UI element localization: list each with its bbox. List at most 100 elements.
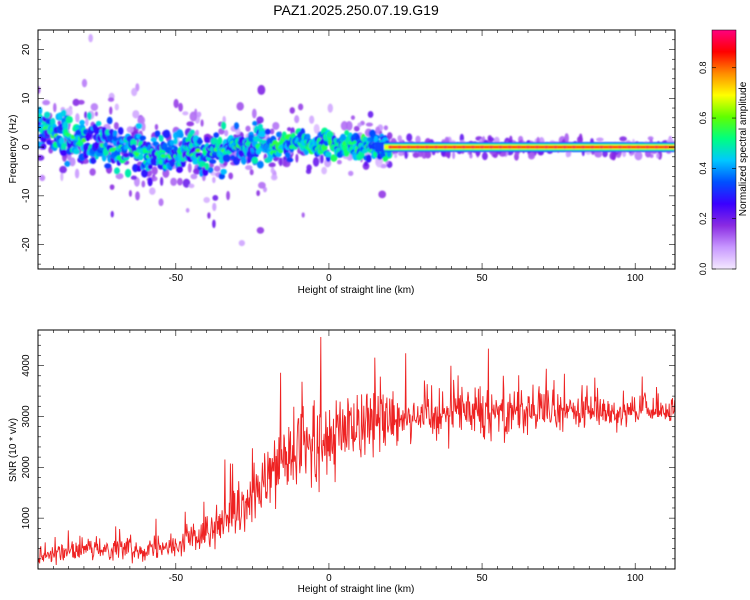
spectrogram-cell bbox=[200, 119, 204, 127]
spectrogram-cell bbox=[72, 98, 80, 107]
spectrogram-cell bbox=[590, 145, 595, 149]
spectrogram-cell bbox=[269, 128, 275, 135]
spectrogram-cell bbox=[69, 157, 76, 167]
spectrogram-cell bbox=[186, 121, 195, 127]
spectrogram-cell bbox=[108, 129, 115, 135]
spectrogram-cell bbox=[394, 153, 398, 159]
spectrogram-cell bbox=[60, 172, 64, 182]
spectrogram-cell bbox=[89, 168, 96, 176]
snr-x-tick-label: 50 bbox=[477, 573, 489, 584]
spectrogram-x-tick-label: 0 bbox=[326, 273, 332, 284]
snr-line bbox=[38, 336, 675, 566]
spectrogram-cell bbox=[149, 187, 156, 195]
spectrogram-cell bbox=[159, 176, 164, 186]
spectrogram-cell bbox=[365, 122, 373, 127]
spectrogram-cell bbox=[135, 122, 143, 130]
spectrogram-cell bbox=[182, 178, 191, 188]
spectrogram-cell bbox=[320, 154, 324, 164]
spectrogram-cell bbox=[357, 122, 362, 128]
spectrogram-cell bbox=[160, 153, 166, 159]
spectrogram-cell bbox=[74, 168, 80, 179]
spectrogram-cell bbox=[301, 212, 305, 218]
spectrogram-cell bbox=[179, 132, 184, 138]
spectrogram-cell bbox=[365, 154, 372, 163]
spectrogram-cell bbox=[187, 163, 192, 173]
spectrogram-cell bbox=[107, 97, 115, 102]
spectrogram-cell bbox=[104, 163, 112, 169]
spectrogram-cell bbox=[130, 175, 137, 180]
snr-series bbox=[38, 336, 675, 566]
spectrogram-band-core bbox=[390, 145, 675, 149]
spectrogram-cell bbox=[619, 136, 627, 142]
spectrogram-cell bbox=[565, 150, 570, 158]
snr-x-tick-label: -50 bbox=[169, 573, 184, 584]
spectrogram-cell bbox=[424, 150, 431, 159]
spectrogram-cell bbox=[415, 145, 420, 149]
spectrogram-cell bbox=[190, 173, 198, 180]
spectrogram-cell bbox=[150, 136, 157, 143]
spectrogram-cell bbox=[233, 122, 240, 130]
spectrogram-cell bbox=[204, 136, 210, 144]
spectrogram-cell bbox=[388, 145, 393, 149]
spectrogram-cell bbox=[608, 145, 613, 149]
spectrogram-cell bbox=[470, 145, 475, 149]
spectrogram-cell bbox=[221, 121, 227, 130]
spectrogram-cell bbox=[109, 106, 113, 115]
spectrogram-cell bbox=[245, 125, 251, 132]
spectrogram-x-tick-label: -50 bbox=[169, 273, 184, 284]
spectrogram-cell bbox=[599, 145, 604, 149]
spectrogram-cell bbox=[378, 190, 387, 199]
spectrogram-cell bbox=[238, 239, 245, 247]
colorbar-tick-label: 0.6 bbox=[698, 112, 708, 125]
spectrogram-cell bbox=[158, 198, 164, 207]
spectrogram-cell bbox=[375, 126, 380, 135]
spectrogram-cell bbox=[62, 121, 69, 131]
spectrogram-cell bbox=[203, 196, 211, 204]
spectrogram-cell bbox=[507, 145, 512, 149]
spectrogram-cell bbox=[270, 167, 275, 174]
spectrogram-cell bbox=[84, 111, 88, 119]
spectrogram-cell bbox=[362, 148, 369, 154]
spectrogram-cell bbox=[46, 139, 52, 145]
spectrogram-cell bbox=[272, 121, 280, 130]
spectrogram-axes: -50 0 50 100 -20 -10 0 10 20 bbox=[21, 29, 675, 284]
spectrogram-cell bbox=[498, 145, 503, 149]
spectrogram-cell bbox=[434, 145, 439, 149]
spectrogram-cell bbox=[177, 177, 183, 186]
spectrogram-cell bbox=[53, 102, 57, 113]
spectrogram-cell bbox=[114, 103, 119, 111]
spectrogram-cell bbox=[154, 130, 161, 138]
spectrogram-cell bbox=[189, 129, 196, 135]
spectrogram-cell bbox=[124, 168, 132, 178]
spectrogram-cell bbox=[169, 139, 175, 146]
spectrogram-cell bbox=[256, 190, 261, 197]
spectrogram-cell bbox=[94, 141, 100, 150]
snr-y-tick-label: 3000 bbox=[21, 405, 32, 428]
spectrogram-cell bbox=[217, 136, 223, 145]
spectrogram-cell bbox=[112, 130, 118, 138]
colorbar-tick-label: 0.4 bbox=[698, 162, 708, 175]
spectrogram-cell bbox=[64, 160, 71, 167]
spectrogram-cell bbox=[286, 127, 292, 132]
spectrogram-cell bbox=[228, 172, 234, 180]
spectrogram-cell bbox=[397, 145, 402, 149]
spectrogram-cell bbox=[59, 137, 65, 145]
snr-y-tick-label: 1000 bbox=[21, 507, 32, 530]
spectrogram-y-label: Frequency (Hz) bbox=[8, 115, 19, 184]
spectrogram-cell bbox=[204, 162, 210, 170]
spectrogram-cell bbox=[383, 125, 389, 131]
spectrogram-cell bbox=[77, 139, 84, 147]
snr-y-tick-label: 2000 bbox=[21, 456, 32, 479]
spectrogram-cell bbox=[325, 151, 332, 158]
spectrogram-cell bbox=[258, 130, 266, 138]
spectrogram-cell bbox=[528, 152, 536, 160]
spectrogram-cell bbox=[147, 164, 153, 170]
spectrogram-cell bbox=[656, 153, 660, 159]
colorbar-tick-label: 0.0 bbox=[698, 263, 708, 276]
spectrogram-cell bbox=[40, 136, 47, 143]
spectrogram-cell bbox=[81, 78, 88, 88]
spectrogram-cell bbox=[367, 110, 374, 118]
spectrogram-cell bbox=[247, 134, 255, 143]
spectrogram-cell bbox=[654, 145, 659, 149]
